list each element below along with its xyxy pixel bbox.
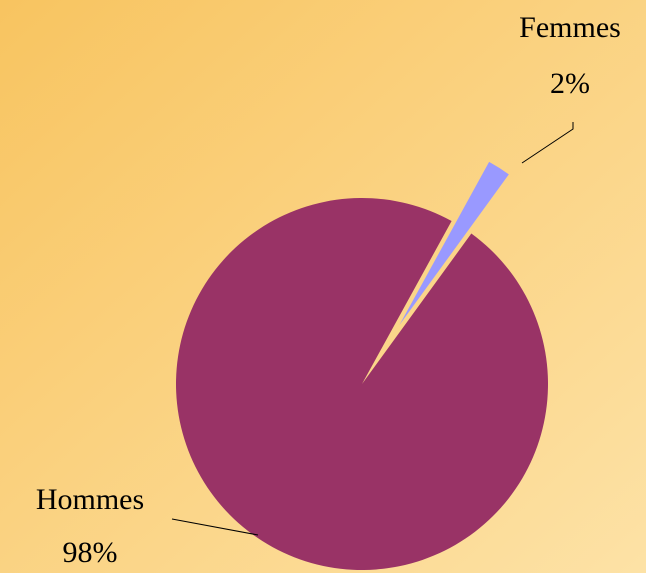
pie: [176, 161, 549, 571]
pie-slice: [176, 198, 549, 571]
slice-label: Femmes: [519, 11, 621, 44]
leader-line: [521, 122, 574, 164]
slice-label: Hommes: [36, 483, 144, 516]
slice-value-label: 2%: [550, 67, 590, 100]
slice-value-label: 98%: [63, 536, 118, 569]
leader-line: [171, 518, 259, 536]
pie-slice: [399, 161, 509, 325]
